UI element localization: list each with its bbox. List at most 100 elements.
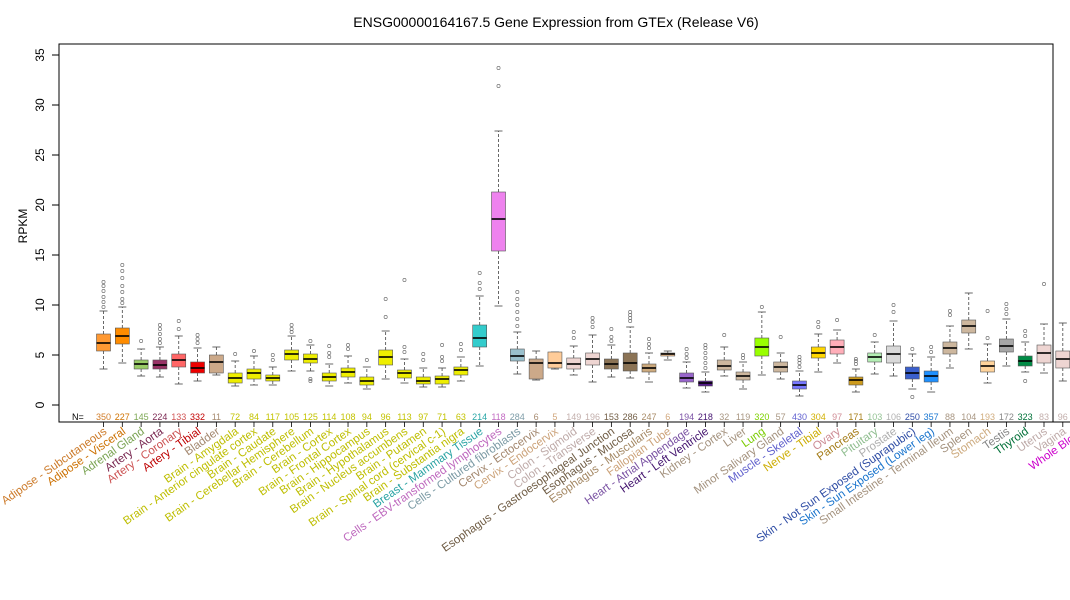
outlier-point: [289, 323, 294, 327]
outlier-point: [722, 333, 727, 337]
count-label-24: 6: [534, 412, 539, 422]
outlier-point: [609, 339, 614, 343]
box-41: [848, 357, 864, 393]
count-label-19: 71: [437, 412, 447, 422]
outlier-point: [120, 276, 125, 280]
outlier-point: [120, 269, 125, 273]
outlier-point: [402, 278, 407, 282]
outlier-point: [1023, 334, 1028, 338]
count-label-20: 63: [456, 412, 466, 422]
box-2: [115, 263, 130, 364]
count-label-7: 11: [212, 412, 221, 422]
iqr-box: [622, 352, 638, 372]
outlier-point: [703, 366, 708, 370]
iqr-box: [472, 324, 488, 348]
outlier-point: [891, 303, 896, 307]
outlier-point: [515, 324, 520, 328]
outlier-point: [929, 350, 934, 354]
count-label-14: 108: [341, 412, 356, 422]
outlier-point: [496, 66, 501, 70]
outlier-point: [270, 353, 275, 357]
outlier-point: [590, 320, 595, 324]
outlier-point: [609, 327, 614, 331]
box-26: [566, 330, 582, 376]
count-label-44: 250: [905, 412, 920, 422]
box-7: [209, 346, 224, 376]
outlier-point: [515, 290, 520, 294]
box-5: [171, 319, 187, 385]
outlier-point: [101, 295, 106, 299]
count-label-41: 171: [848, 412, 863, 422]
outlier-point: [120, 297, 125, 301]
box-9: [246, 349, 262, 386]
outlier-point: [327, 351, 332, 355]
outlier-point: [458, 348, 463, 352]
outlier-point: [515, 297, 520, 301]
iqr-box: [848, 376, 864, 386]
outlier-point: [308, 339, 313, 343]
box-18: [415, 352, 431, 388]
outlier-point: [101, 289, 106, 293]
iqr-box: [397, 369, 412, 379]
count-label-51: 83: [1039, 412, 1049, 422]
y-axis-label: RPKM: [16, 209, 30, 244]
box-6: [190, 333, 205, 382]
outlier-point: [101, 305, 106, 309]
y-tick-label-35: 35: [33, 48, 47, 62]
y-axis: 0 5 10 15 20 25 30 35: [33, 48, 60, 408]
count-label-11: 105: [284, 412, 299, 422]
box-35: [735, 353, 751, 390]
count-label-36: 320: [754, 412, 769, 422]
count-label-12: 125: [303, 412, 318, 422]
box-51: [1036, 282, 1052, 374]
outlier-point: [891, 310, 896, 314]
outlier-point: [233, 352, 238, 356]
counts-layer: 350 227 145 224 133 332 11 72 84 117 105 125 114 108 9…: [96, 412, 1068, 422]
box-1: [96, 280, 111, 370]
box-49: [999, 302, 1014, 367]
box-20: [453, 342, 469, 382]
outlier-point: [948, 313, 952, 317]
y-tick-label-15: 15: [33, 248, 47, 262]
count-label-26: 149: [566, 412, 581, 422]
count-label-9: 84: [249, 412, 259, 422]
count-label-48: 193: [980, 412, 995, 422]
outlier-point: [383, 315, 388, 319]
outlier-point: [477, 281, 482, 285]
box-12: [303, 339, 318, 383]
box-39: [810, 320, 826, 373]
outlier-point: [985, 336, 990, 340]
outlier-point: [101, 280, 106, 284]
outlier-point: [327, 355, 332, 359]
count-label-49: 172: [999, 412, 1014, 422]
box-17: [397, 278, 412, 384]
count-label-23: 284: [510, 412, 525, 422]
count-label-31: 6: [665, 412, 670, 422]
iqr-box: [246, 368, 262, 380]
outlier-point: [308, 379, 313, 383]
outlier-point: [458, 342, 463, 346]
outlier-point: [703, 356, 708, 360]
iqr-box: [284, 349, 299, 361]
box-11: [284, 323, 299, 372]
outlier-point: [157, 341, 162, 345]
outlier-point: [515, 317, 520, 321]
outlier-point: [778, 335, 783, 339]
iqr-box: [1036, 344, 1052, 364]
iqr-box: [209, 354, 224, 374]
boxes-layer: [96, 66, 1070, 399]
outlier-point: [120, 284, 125, 288]
count-label-34: 32: [719, 412, 729, 422]
outlier-point: [684, 347, 689, 351]
y-tick-label-30: 30: [33, 98, 47, 112]
y-tick-label-5: 5: [33, 351, 47, 358]
outlier-point: [816, 325, 821, 329]
count-label-21: 214: [472, 412, 487, 422]
count-label-4: 224: [152, 412, 167, 422]
box-22: [491, 66, 506, 307]
box-25: [547, 351, 563, 370]
outlier-point: [346, 343, 350, 347]
outlier-point: [101, 284, 106, 288]
count-label-25: 5: [552, 412, 557, 422]
